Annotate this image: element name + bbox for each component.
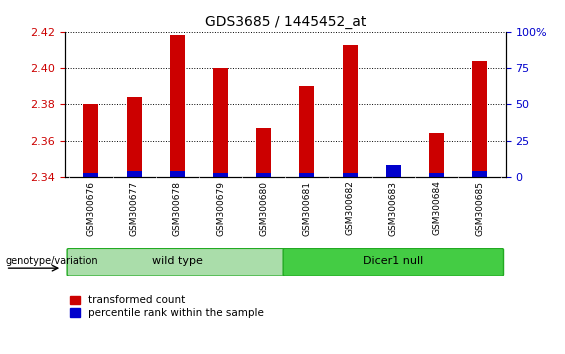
Bar — [386, 170, 401, 177]
Text: GSM300683: GSM300683 — [389, 181, 398, 235]
Bar — [127, 171, 142, 177]
Text: GSM300684: GSM300684 — [432, 181, 441, 235]
Bar — [84, 104, 98, 177]
Text: GSM300680: GSM300680 — [259, 181, 268, 235]
Bar — [256, 128, 271, 177]
Legend: transformed count, percentile rank within the sample: transformed count, percentile rank withi… — [70, 296, 264, 318]
Bar — [429, 133, 444, 177]
Text: GSM300678: GSM300678 — [173, 181, 182, 235]
Bar — [299, 86, 315, 177]
Text: GSM300679: GSM300679 — [216, 181, 225, 235]
Bar — [386, 165, 401, 177]
Bar — [342, 45, 358, 177]
Text: Dicer1 null: Dicer1 null — [363, 256, 423, 267]
Text: genotype/variation: genotype/variation — [6, 256, 98, 267]
Text: GSM300681: GSM300681 — [302, 181, 311, 235]
Text: GSM300685: GSM300685 — [475, 181, 484, 235]
Text: wild type: wild type — [152, 256, 203, 267]
Bar — [213, 68, 228, 177]
Bar — [170, 35, 185, 177]
Bar — [429, 173, 444, 177]
FancyBboxPatch shape — [67, 249, 288, 276]
Bar — [472, 61, 487, 177]
Text: GSM300677: GSM300677 — [129, 181, 138, 235]
Bar — [256, 173, 271, 177]
Bar — [170, 171, 185, 177]
Bar — [127, 97, 142, 177]
Text: GSM300682: GSM300682 — [346, 181, 355, 235]
Title: GDS3685 / 1445452_at: GDS3685 / 1445452_at — [205, 16, 366, 29]
Bar — [84, 173, 98, 177]
Bar — [342, 173, 358, 177]
Bar — [472, 171, 487, 177]
FancyBboxPatch shape — [283, 249, 503, 276]
Text: GSM300676: GSM300676 — [86, 181, 95, 235]
Bar — [213, 173, 228, 177]
Bar — [299, 173, 315, 177]
